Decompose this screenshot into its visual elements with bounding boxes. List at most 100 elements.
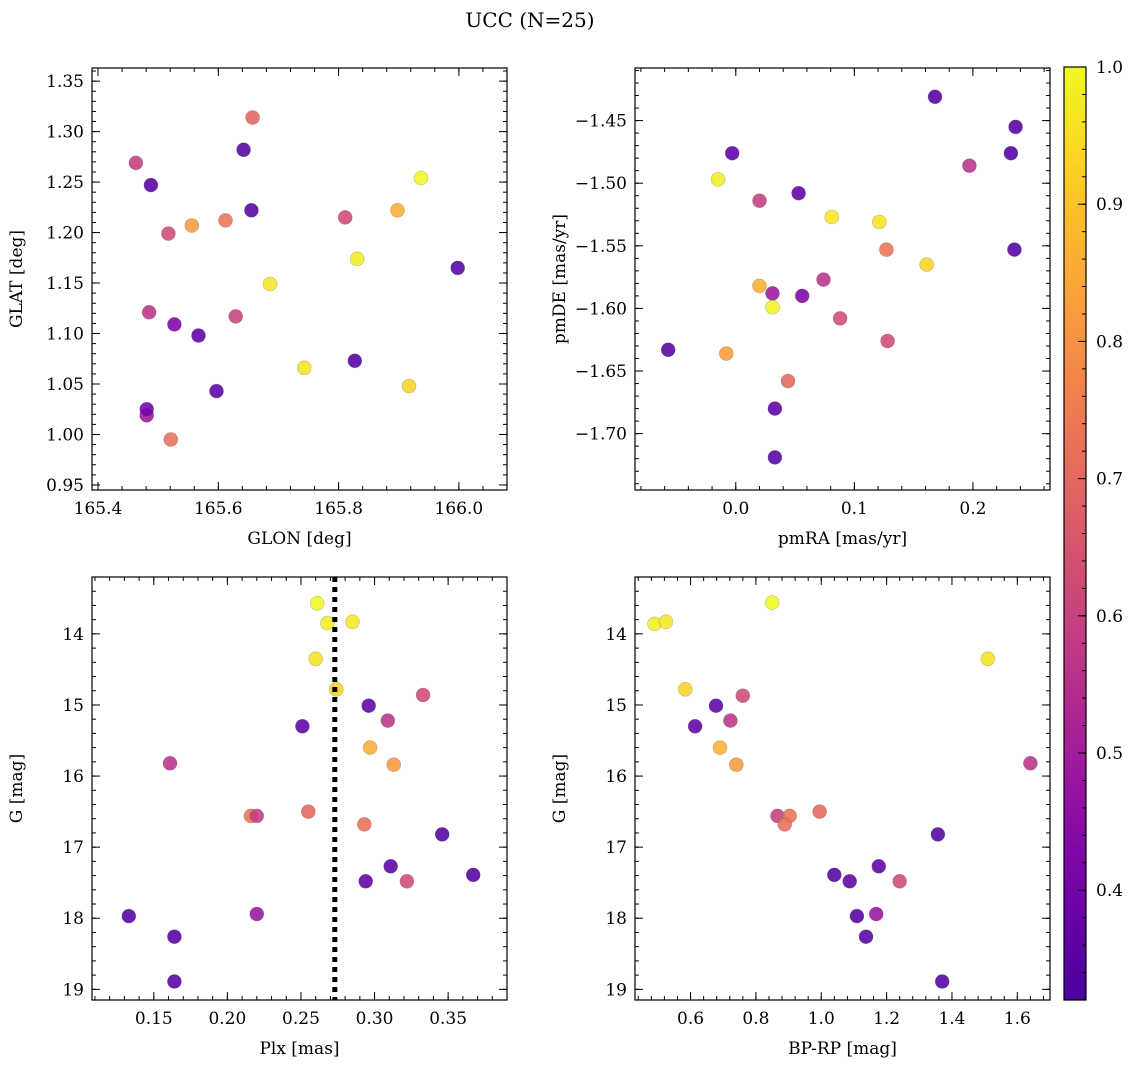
data-point-16: [930, 827, 946, 842]
data-point-8: [687, 718, 703, 734]
y-tick-label: 17: [605, 838, 627, 858]
data-point-10: [337, 210, 353, 225]
x-tick-label: 0.20: [208, 1009, 246, 1029]
data-point-10: [879, 242, 894, 257]
data-point-4: [980, 651, 996, 667]
data-point-13: [128, 155, 144, 171]
data-points: [660, 89, 1023, 465]
data-point-3: [296, 360, 312, 376]
colorbar-tick-label: 0.4: [1096, 881, 1123, 901]
y-tick-label: −1.45: [575, 112, 627, 132]
data-point-22: [780, 373, 796, 389]
data-point-14: [752, 278, 767, 294]
tick-labels: 0.0 0.1 0.2 −1.70 −1.65 −1.60 −1.55 −1.50 −1.45: [575, 112, 987, 519]
data-point-2: [1003, 145, 1019, 161]
data-point-24: [450, 260, 466, 276]
x-tick-label: 0.8: [742, 1009, 769, 1029]
x-tick-label: 0.30: [356, 1009, 394, 1029]
y-tick-label: 1.05: [46, 375, 84, 395]
data-point-14: [141, 304, 157, 320]
x-tick-label: 166.0: [435, 499, 484, 519]
tick-labels: 0.6 0.8 1.0 1.2 1.4 1.6 14 15 16 17 18 19: [605, 625, 1030, 1029]
data-point-23: [858, 929, 874, 945]
y-tick-label: 19: [62, 980, 84, 1000]
axes-frame: [91, 576, 508, 1001]
data-point-17: [765, 299, 780, 315]
data-point-2: [764, 595, 780, 610]
data-point-6: [735, 688, 751, 704]
axis-ticks: [635, 68, 1050, 490]
x-tick-label: 0.15: [135, 1009, 173, 1029]
y-tick-label: 15: [605, 696, 627, 716]
data-point-16: [794, 288, 810, 304]
figure-title: UCC (N=25): [465, 8, 594, 32]
data-point-3: [677, 681, 693, 697]
data-point-7: [723, 713, 738, 728]
data-point-18: [465, 867, 481, 883]
data-point-20: [660, 342, 676, 358]
data-point-14: [777, 817, 793, 832]
y-tick-label: −1.55: [575, 237, 627, 257]
y-tick-label: 14: [605, 625, 627, 645]
y-axis-label: G [mag]: [7, 754, 27, 823]
data-point-18: [191, 328, 206, 343]
data-point-3: [308, 651, 324, 667]
data-point-6: [361, 698, 377, 714]
data-point-4: [401, 378, 417, 394]
data-point-8: [295, 718, 310, 734]
data-point-0: [413, 170, 429, 186]
axis-ticks: [635, 576, 1050, 1000]
data-point-5: [415, 687, 431, 703]
axes-frame: [91, 67, 508, 491]
axis-ticks: [92, 68, 508, 490]
data-point-12: [919, 257, 935, 272]
data-point-20: [399, 873, 415, 889]
data-point-8: [163, 432, 179, 447]
data-point-1: [349, 251, 365, 267]
data-point-16: [434, 827, 450, 842]
panel-pmra-pmde: 0.0 0.1 0.2 −1.70 −1.65 −1.60 −1.55 −1.50 −1.45 p…: [550, 67, 1051, 549]
colorbar: 0.4 0.5 0.6 0.7 0.8 0.9 1.0: [1063, 58, 1123, 1001]
data-point-12: [228, 309, 243, 324]
axis-ticks: [92, 576, 508, 1000]
data-point-22: [143, 177, 159, 193]
y-tick-label: 19: [605, 980, 627, 1000]
data-point-18: [832, 311, 848, 326]
data-points: [647, 595, 1038, 989]
data-point-19: [358, 873, 374, 889]
data-point-0: [927, 89, 943, 105]
data-points: [121, 595, 481, 989]
axes-frame: [634, 576, 1051, 1001]
panel-glon-glat: 165.4 165.6 165.8 166.0 0.95 1.00 1.05 1.10 1.15…: [7, 67, 508, 549]
data-point-12: [300, 804, 316, 819]
colorbar-tick-label: 0.5: [1096, 744, 1123, 764]
x-tick-label: 165.6: [194, 499, 243, 519]
y-tick-label: 1.10: [46, 325, 84, 345]
data-point-19: [880, 333, 895, 349]
axes-frame: [634, 67, 1051, 491]
y-tick-label: 18: [605, 909, 627, 929]
data-points: [128, 110, 466, 447]
colorbar-tick-label: 1.0: [1096, 58, 1123, 78]
y-axis-label: pmDE [mas/yr]: [550, 214, 570, 344]
data-point-11: [161, 226, 176, 241]
y-tick-label: 1.25: [46, 173, 84, 193]
data-point-21: [849, 908, 865, 924]
data-point-5: [710, 172, 726, 187]
data-point-19: [871, 858, 887, 874]
data-point-18: [842, 873, 858, 889]
data-point-11: [1007, 242, 1022, 257]
x-tick-label: 0.2: [959, 499, 986, 519]
x-tick-label: 0.6: [677, 1009, 704, 1029]
y-axis-label: G [mag]: [550, 754, 570, 823]
data-point-7: [218, 213, 233, 228]
data-point-22: [121, 908, 137, 924]
data-point-15: [765, 286, 780, 301]
data-point-4: [962, 158, 977, 173]
data-point-7: [752, 193, 767, 208]
x-axis-label: BP-RP [mag]: [788, 1039, 897, 1059]
colorbar-tick-label: 0.7: [1096, 470, 1123, 490]
y-tick-label: −1.50: [575, 174, 627, 194]
data-point-24: [934, 974, 950, 989]
data-point-23: [167, 929, 182, 945]
